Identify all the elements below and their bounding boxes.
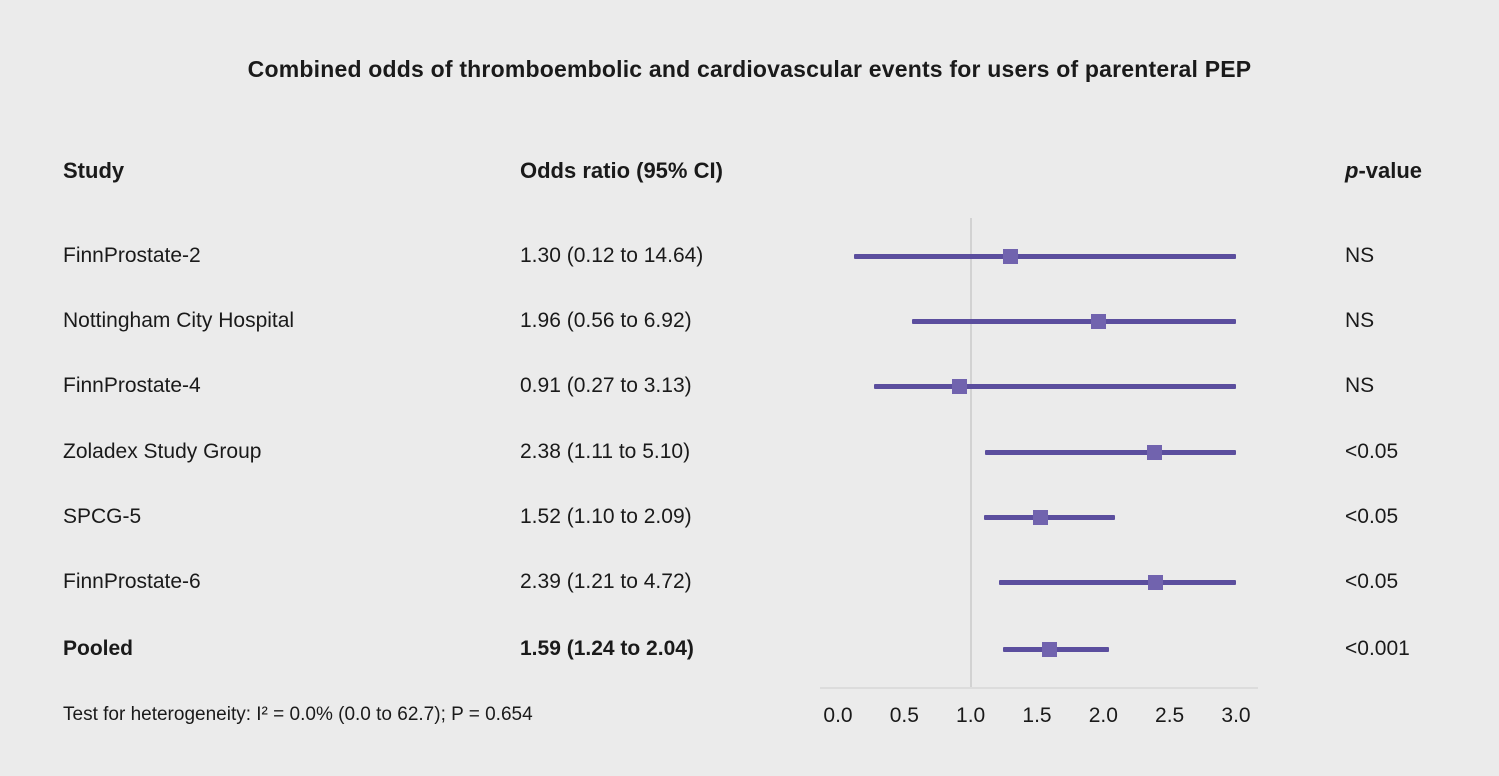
p-value-label: NS [1345,309,1375,332]
study-label: SPCG-5 [63,505,142,528]
confidence-interval-line [983,515,1116,520]
point-estimate-marker [1003,249,1019,264]
heterogeneity-note: Test for heterogeneity: I² = 0.0% (0.0 t… [63,704,533,725]
p-value-label: NS [1345,244,1375,267]
chart-title: Combined odds of thromboembolic and card… [247,56,1252,82]
x-axis-line [820,687,1258,689]
axis-tick-label: 0.0 [823,704,853,727]
p-value-rest: -value [1358,158,1423,183]
point-estimate-marker [1146,445,1162,460]
p-value-label: <0.05 [1345,505,1399,528]
axis-tick-label: 2.0 [1088,704,1118,727]
axis-tick-label: 1.5 [1022,704,1052,727]
axis-tick-label: 2.5 [1155,704,1185,727]
axis-tick-label: 1.0 [956,704,986,727]
column-header-p-value: p-value [1345,158,1422,184]
column-header-odds-ratio: Odds ratio (95% CI) [520,158,723,183]
column-header-study: Study [63,158,125,183]
odds-ratio-label: 2.39 (1.21 to 4.72) [520,570,692,593]
odds-ratio-label: 1.52 (1.10 to 2.09) [520,505,692,528]
point-estimate-marker [1091,314,1107,329]
odds-ratio-label: 1.96 (0.56 to 6.92) [520,309,692,332]
p-value-label: <0.05 [1345,570,1399,593]
odds-ratio-label: 1.30 (0.12 to 14.64) [520,244,704,267]
confidence-interval-line [912,319,1236,324]
study-label: FinnProstate-6 [63,570,201,593]
odds-ratio-label: 2.38 (1.11 to 5.10) [520,440,691,463]
p-value-label: <0.05 [1345,440,1399,463]
confidence-interval-line [985,450,1236,455]
odds-ratio-label: 0.91 (0.27 to 3.13) [520,374,692,397]
study-label: Pooled [63,637,134,660]
axis-tick-label: 3.0 [1221,704,1251,727]
point-estimate-marker [951,379,967,394]
confidence-interval-line [853,254,1236,259]
study-label: Zoladex Study Group [63,440,262,463]
reference-line [969,218,972,688]
axis-tick-label: 0.5 [889,704,919,727]
study-label: FinnProstate-4 [63,374,201,397]
study-label: FinnProstate-2 [63,244,201,267]
point-estimate-marker [1041,642,1057,657]
confidence-interval-line [873,384,1236,389]
point-estimate-marker [1032,510,1048,525]
odds-ratio-label: 1.59 (1.24 to 2.04) [520,637,694,660]
point-estimate-marker [1148,575,1164,590]
p-value-italic: p [1345,158,1359,183]
confidence-interval-line [998,580,1236,585]
p-value-label: <0.001 [1345,637,1410,660]
study-label: Nottingham City Hospital [63,309,295,332]
p-value-label: NS [1345,374,1375,397]
